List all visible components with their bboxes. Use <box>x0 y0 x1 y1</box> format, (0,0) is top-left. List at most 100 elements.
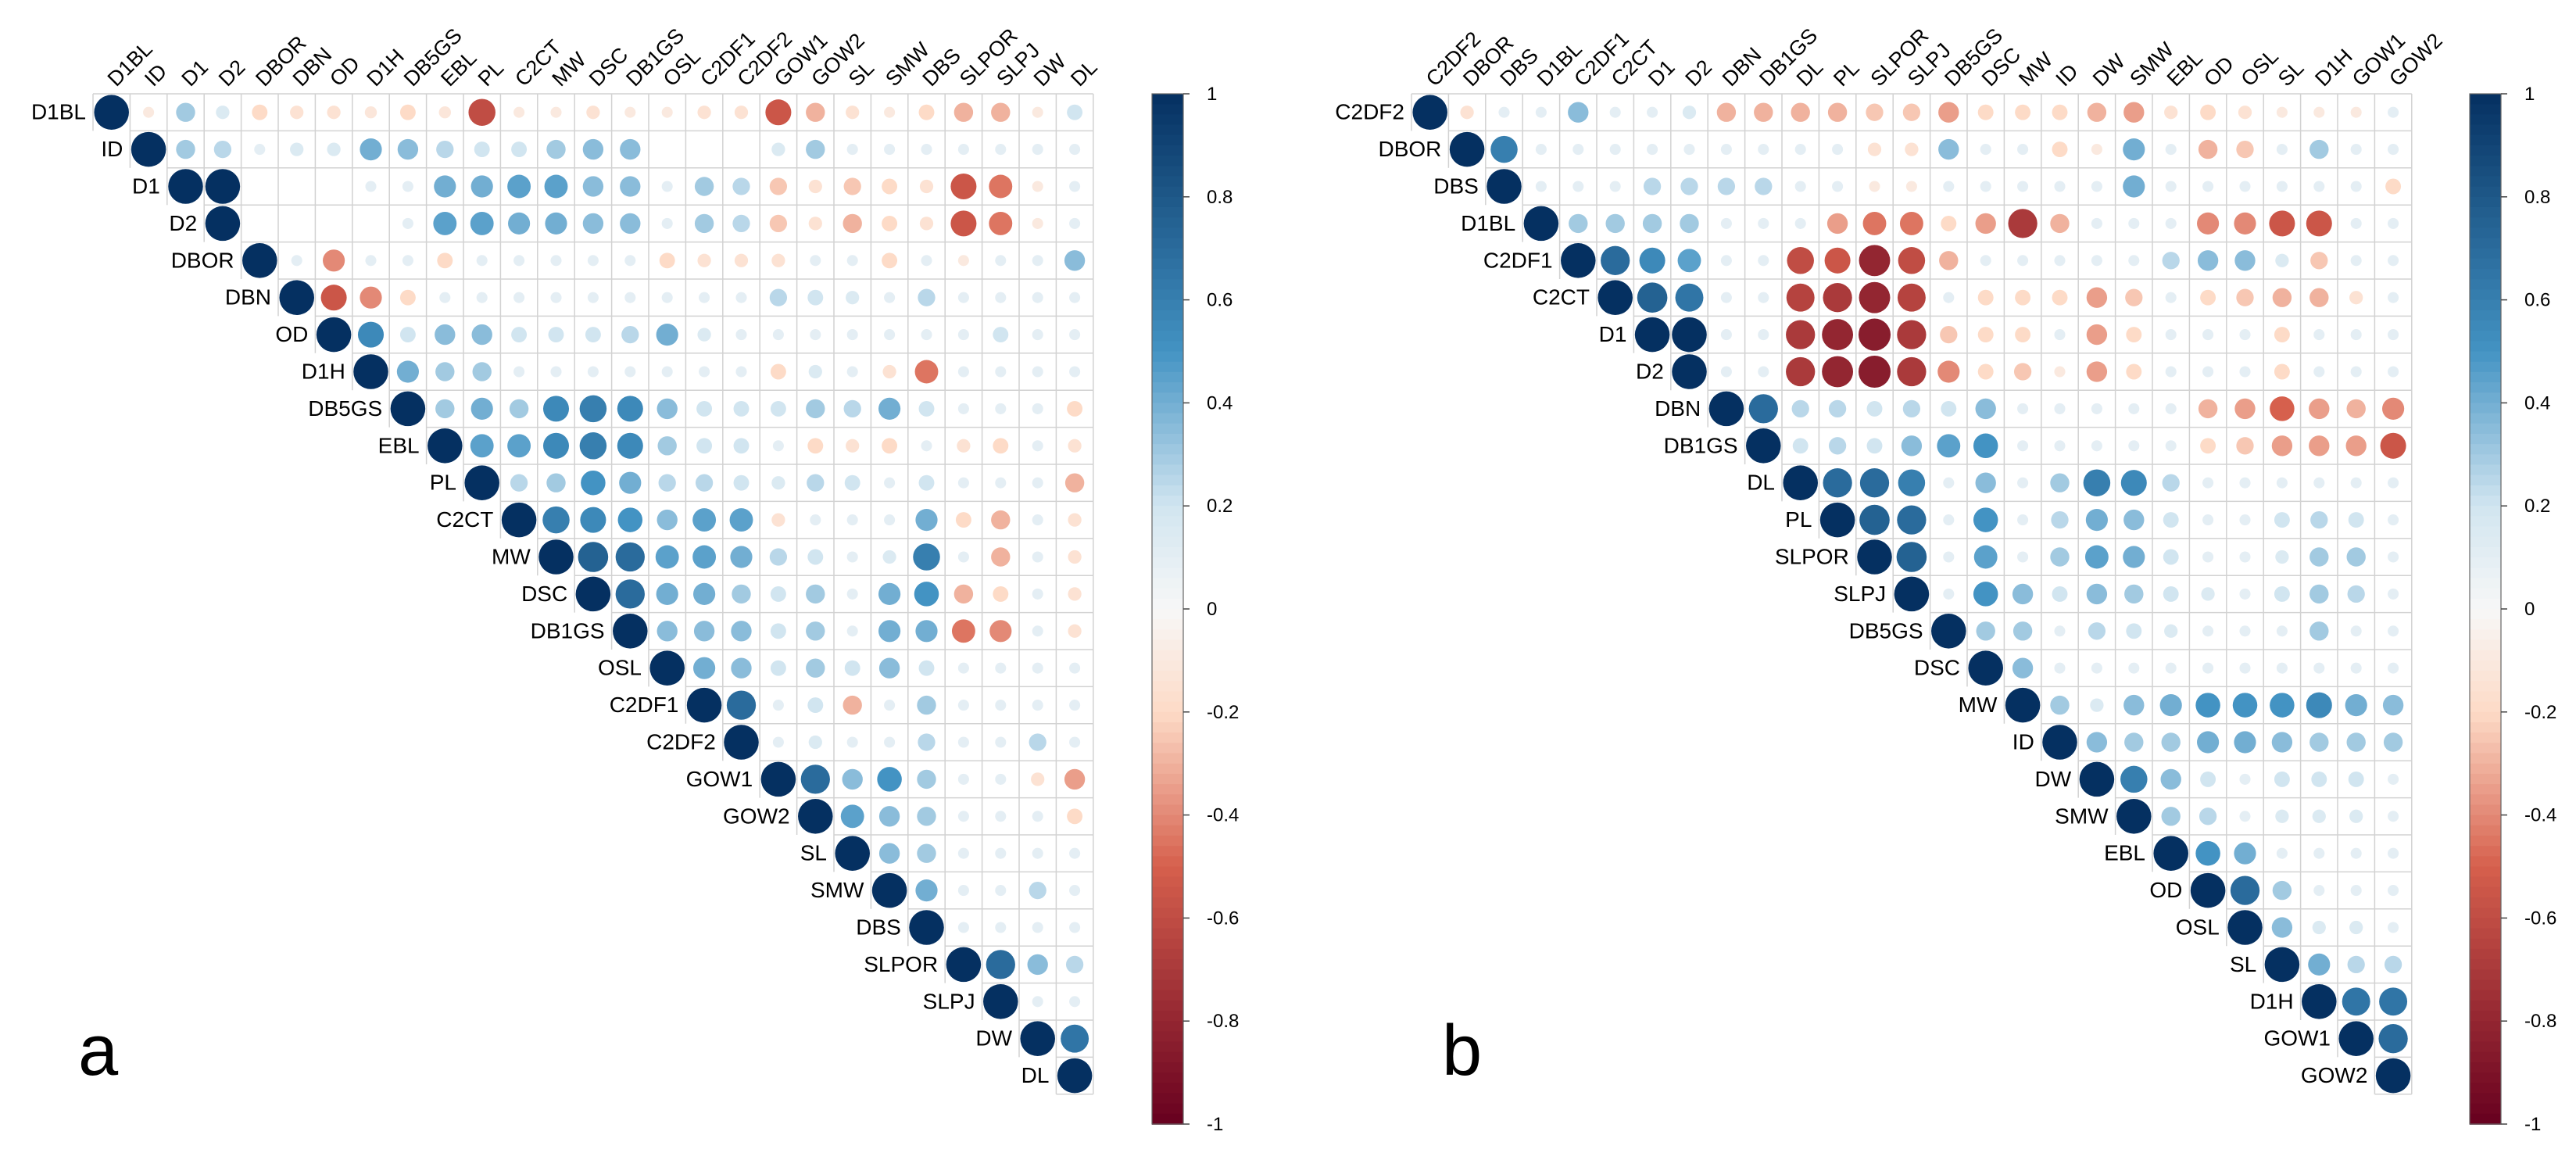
corr-circle <box>770 623 786 639</box>
corr-circle <box>697 253 711 267</box>
corr-circle <box>1758 366 1769 378</box>
corr-circle <box>2239 477 2251 489</box>
corr-circle <box>168 169 203 204</box>
corr-circle <box>846 736 858 748</box>
corr-circle <box>957 811 969 822</box>
colorbar-segment <box>1152 145 1183 156</box>
colorbar-segment <box>2470 320 2501 331</box>
corr-circle <box>2052 585 2068 602</box>
corr-circle <box>955 512 971 528</box>
corr-circle <box>1977 327 1994 343</box>
row-label: D1H <box>2250 989 2294 1013</box>
colorbar-segment <box>2470 979 2501 991</box>
corr-circle <box>2388 292 2399 303</box>
corr-circle <box>513 292 525 303</box>
colorbar-segment <box>1152 846 1183 858</box>
corr-circle <box>2190 872 2226 908</box>
corr-circle <box>2125 288 2143 306</box>
colorbar-segment <box>2470 361 2501 373</box>
corr-circle <box>1032 255 1043 267</box>
colorbar-segment <box>1152 341 1183 353</box>
colorbar-segment <box>2470 773 2501 785</box>
corr-circle <box>365 181 377 192</box>
corr-circle <box>842 768 863 790</box>
corr-circle <box>2126 363 2142 380</box>
corr-circle <box>1832 144 1844 156</box>
colorbar-segment <box>2470 1093 2501 1105</box>
colorbar-segment <box>1152 258 1183 270</box>
colorbar-segment <box>1152 886 1183 898</box>
corr-circle <box>1716 102 1737 122</box>
colorbar-segment <box>1152 815 1183 826</box>
corr-circle <box>1858 355 1891 389</box>
corr-circle <box>921 255 932 267</box>
corr-circle <box>2306 210 2332 237</box>
corr-circle <box>846 366 858 378</box>
colorbar-tick-label: 0.2 <box>2524 496 2550 517</box>
colorbar-tick-label: 0 <box>1207 599 1217 620</box>
colorbar-segment <box>2470 289 2501 301</box>
corr-circle <box>846 514 858 526</box>
corr-circle <box>989 174 1013 199</box>
colorbar-segment <box>2470 186 2501 198</box>
corr-circle <box>2310 252 2328 270</box>
row-label: DSC <box>1914 656 1960 680</box>
corr-circle <box>624 106 636 118</box>
corr-circle <box>2348 771 2364 787</box>
corr-circle <box>693 657 716 679</box>
row-label: C2CT <box>1533 285 1590 310</box>
corr-circle <box>1980 181 1991 192</box>
corr-circle <box>511 327 528 343</box>
corr-circle <box>771 476 785 490</box>
colorbar-segment <box>1152 94 1183 105</box>
colorbar-segment <box>1152 743 1183 754</box>
corr-circle <box>1862 211 1887 235</box>
corr-circle <box>1639 247 1665 274</box>
corr-circle <box>2388 144 2399 156</box>
corr-circle <box>918 660 935 676</box>
row-label: SMW <box>2055 804 2109 828</box>
corr-circle <box>770 363 786 380</box>
corr-circle <box>1069 736 1081 748</box>
corr-circle <box>917 807 936 826</box>
corr-circle <box>1682 106 1697 120</box>
colorbar-segment <box>2470 732 2501 744</box>
colorbar-segment <box>2470 433 2501 445</box>
corr-circle <box>2271 732 2293 753</box>
col-label: DL <box>1066 56 1102 91</box>
corr-circle <box>2350 144 2362 156</box>
colorbar-segment <box>2470 176 2501 188</box>
corr-circle <box>806 102 825 122</box>
corr-circle <box>143 106 155 118</box>
corr-circle <box>918 733 936 751</box>
colorbar-segment <box>1152 392 1183 404</box>
corr-circle <box>884 144 896 156</box>
corr-circle <box>657 398 678 420</box>
corr-circle <box>399 104 416 120</box>
corr-circle <box>2165 366 2177 378</box>
colorbar-segment <box>2470 784 2501 796</box>
colorbar-segment <box>1152 299 1183 311</box>
corr-circle <box>1572 144 1584 156</box>
row-label: OSL <box>598 656 642 680</box>
corr-circle <box>2091 144 2102 156</box>
corr-circle <box>2052 289 2068 306</box>
row-label: SLPJ <box>923 989 975 1013</box>
corr-circle <box>2227 910 2263 945</box>
corr-circle <box>2012 621 2033 641</box>
corr-circle <box>624 292 636 303</box>
corr-circle <box>2236 140 2254 159</box>
corr-circle <box>2086 583 2108 605</box>
corr-circle <box>1940 325 1958 344</box>
corr-circle <box>613 614 648 649</box>
corr-circle <box>2083 469 2111 496</box>
corr-circle <box>843 399 861 418</box>
corr-circle <box>2270 396 2295 421</box>
corr-circle <box>993 438 1009 454</box>
col-label: D1 <box>177 56 213 91</box>
corr-circle <box>991 510 1011 530</box>
corr-circle <box>878 806 900 827</box>
corr-circle <box>844 474 860 491</box>
corr-circle <box>2276 181 2288 192</box>
colorbar-segment <box>2470 918 2501 929</box>
